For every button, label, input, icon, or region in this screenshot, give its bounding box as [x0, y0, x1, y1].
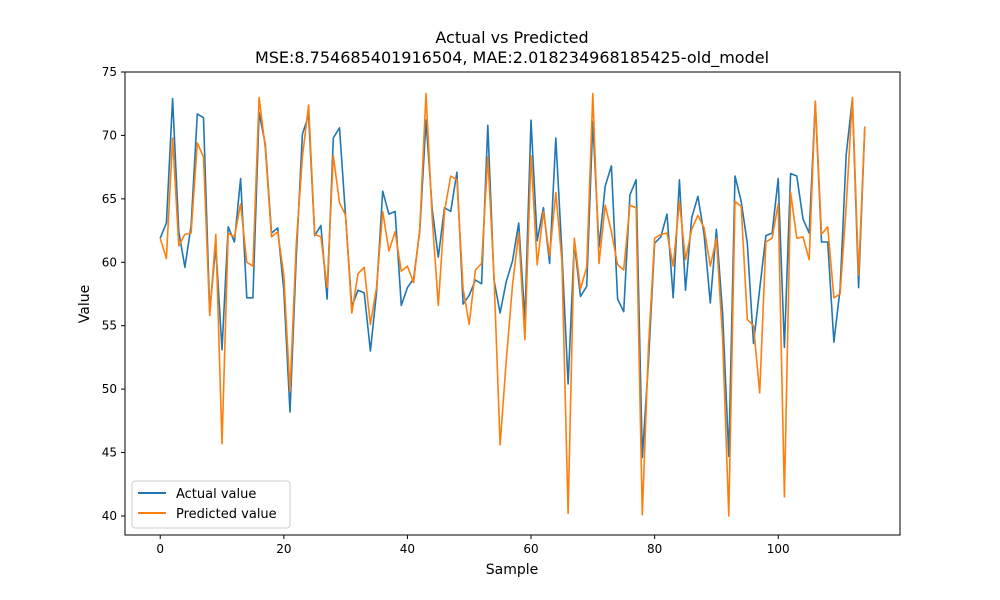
chart-title: Actual vs Predicted	[435, 28, 588, 47]
x-tick-label: 100	[767, 542, 790, 556]
x-tick-label: 60	[523, 542, 538, 556]
y-tick-label: 50	[102, 382, 117, 396]
y-tick-label: 65	[102, 192, 117, 206]
y-axis-label: Value	[77, 285, 93, 323]
legend-label-predicted: Predicted value	[176, 507, 277, 522]
x-axis-ticks: 0 20 40 60 80 100	[156, 535, 790, 556]
x-axis-label: Sample	[486, 562, 539, 578]
legend-label-actual: Actual value	[176, 487, 256, 502]
series-line-actual	[159, 97, 866, 459]
plot-area-frame	[124, 71, 901, 536]
series-line-predicted	[159, 92, 866, 517]
y-tick-label: 40	[102, 509, 117, 523]
x-tick-label: 80	[647, 542, 662, 556]
y-tick-label: 55	[102, 319, 117, 333]
legend: Actual value Predicted value	[131, 480, 291, 529]
y-tick-label: 75	[102, 65, 117, 79]
chart-subtitle: MSE:8.754685401916504, MAE:2.01823496818…	[255, 48, 769, 68]
x-tick-label: 0	[156, 542, 164, 556]
x-tick-label: 40	[400, 542, 415, 556]
y-tick-label: 70	[102, 128, 117, 142]
y-tick-label: 60	[102, 255, 117, 269]
plot-lines	[159, 92, 866, 517]
legend-box	[131, 480, 291, 529]
y-axis-ticks: 40 45 50 55 60 65 70 75	[102, 65, 125, 523]
x-tick-label: 20	[276, 542, 291, 556]
y-tick-label: 45	[102, 446, 117, 460]
